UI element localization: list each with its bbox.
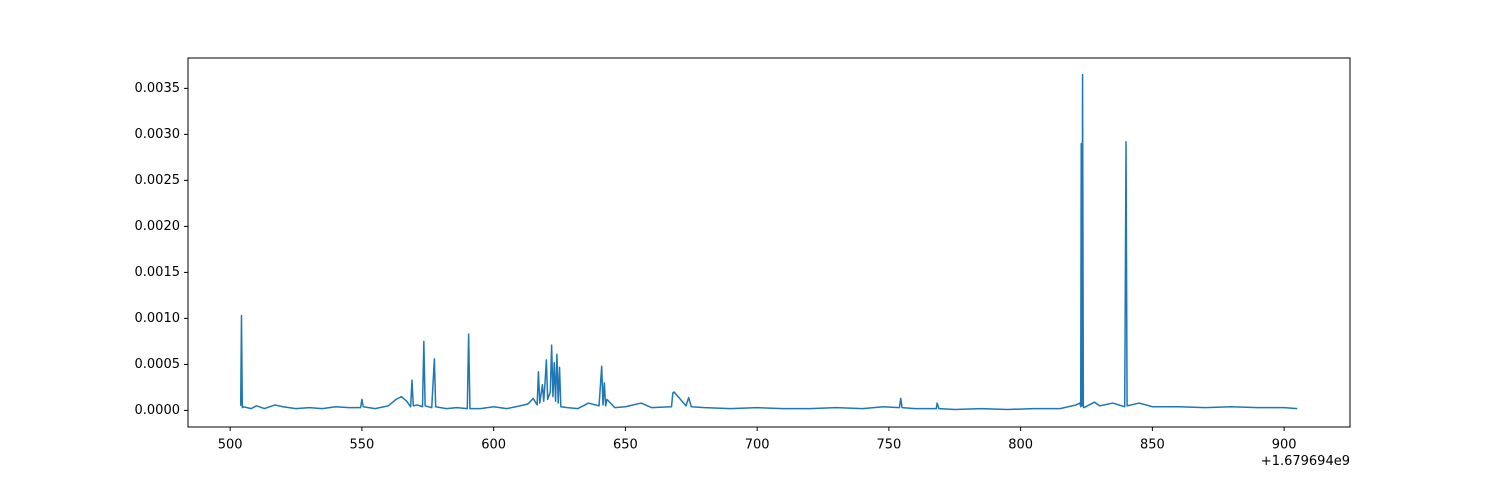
y-tick-label: 0.0035 xyxy=(135,81,181,96)
y-tick-label: 0.0025 xyxy=(135,173,181,188)
x-tick-label: 650 xyxy=(613,438,638,453)
y-tick-label: 0.0020 xyxy=(135,219,181,234)
x-tick-label: 800 xyxy=(1008,438,1033,453)
y-tick-label: 0.0010 xyxy=(135,311,181,326)
x-tick-label: 750 xyxy=(876,438,901,453)
x-offset-label: +1.679694e9 xyxy=(1261,454,1350,469)
x-tick-label: 500 xyxy=(218,438,243,453)
x-tick-label: 550 xyxy=(349,438,374,453)
y-tick-label: 0.0005 xyxy=(135,357,181,372)
y-tick-label: 0.0000 xyxy=(135,403,181,418)
x-tick-label: 700 xyxy=(745,438,770,453)
data-line xyxy=(239,73,1298,411)
x-tick-label: 900 xyxy=(1272,438,1297,453)
x-tick-label: 850 xyxy=(1140,438,1165,453)
axes-frame xyxy=(187,57,1351,428)
y-tick-label: 0.0030 xyxy=(135,127,181,142)
x-tick-label: 600 xyxy=(481,438,506,453)
y-tick-label: 0.0015 xyxy=(135,265,181,280)
